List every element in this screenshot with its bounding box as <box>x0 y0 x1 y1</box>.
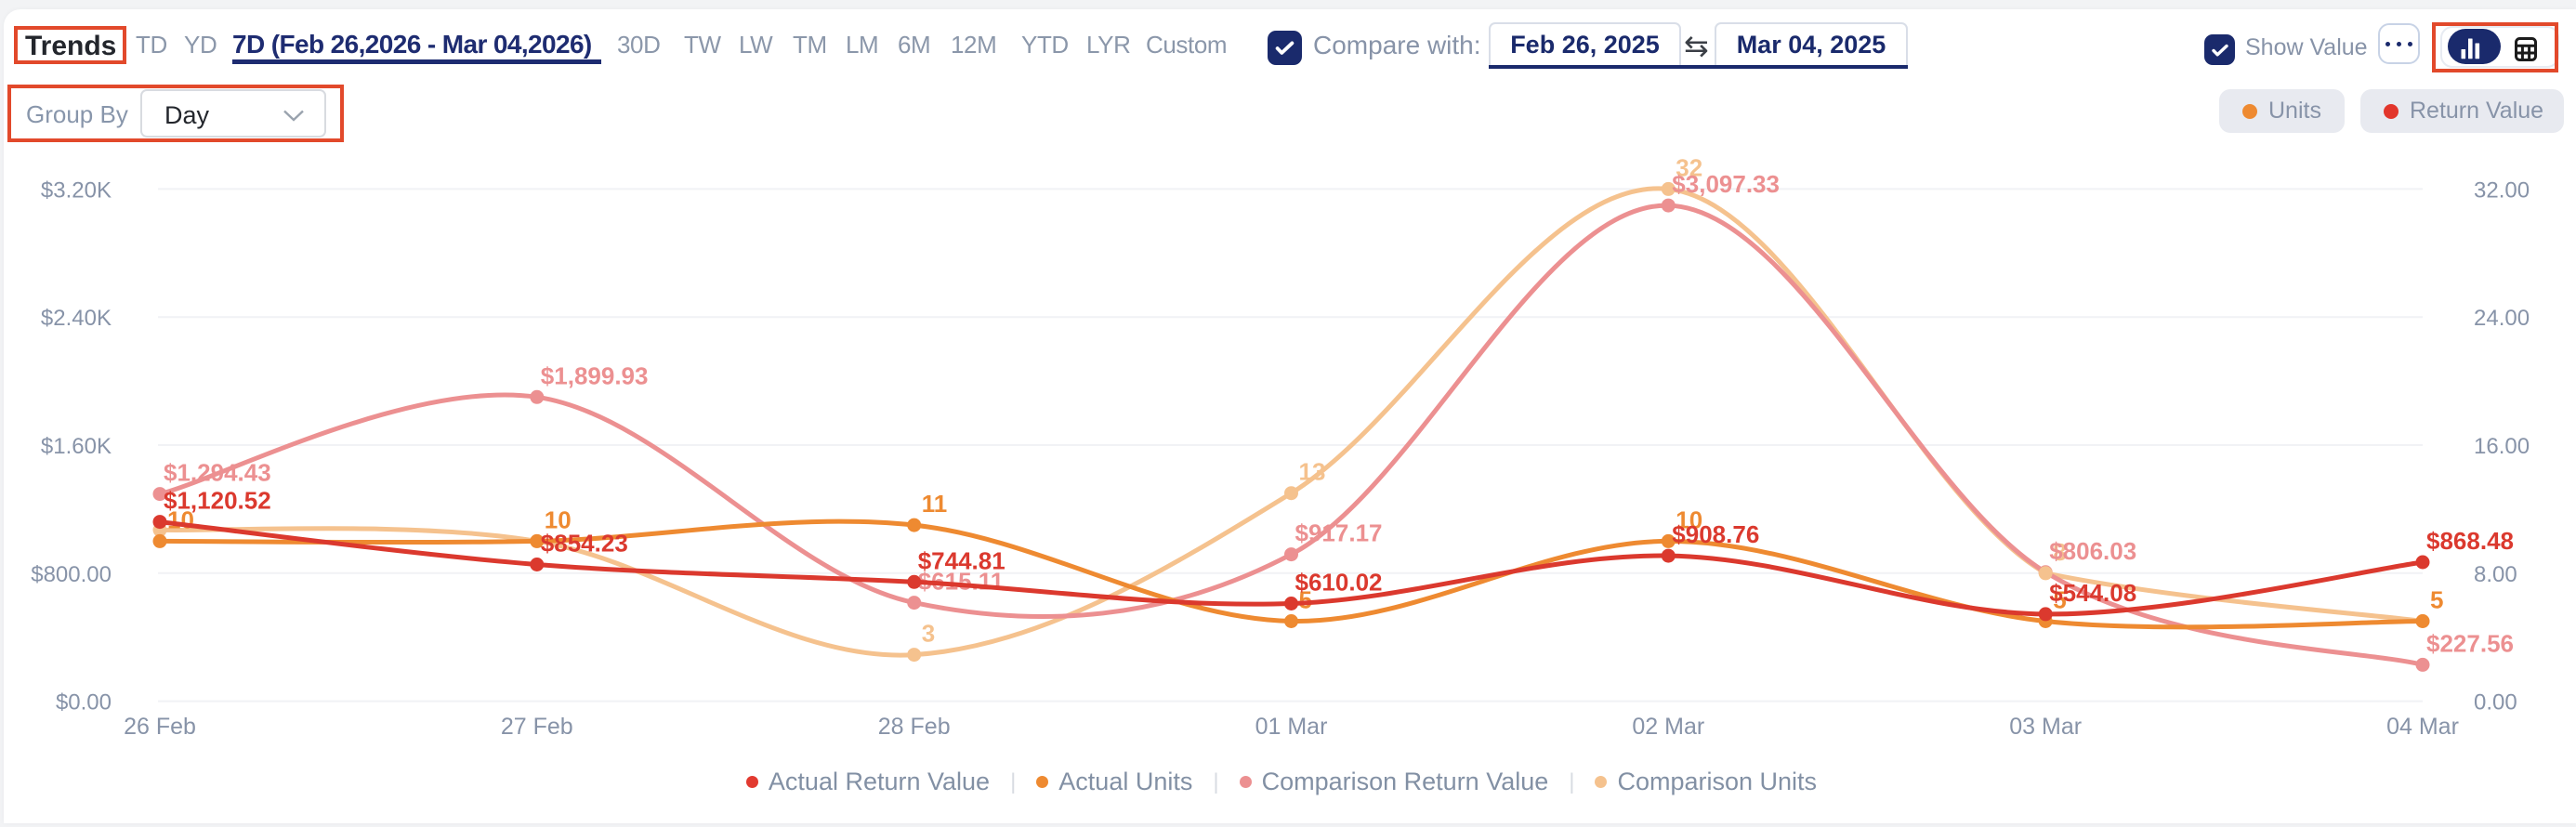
svg-text:$1,120.52: $1,120.52 <box>164 487 271 515</box>
svg-text:10: 10 <box>1676 505 1702 533</box>
svg-text:24.00: 24.00 <box>2474 306 2530 331</box>
svg-text:03 Mar: 03 Mar <box>2009 714 2082 740</box>
svg-text:28 Feb: 28 Feb <box>878 714 951 740</box>
svg-text:$3.20K: $3.20K <box>41 177 112 203</box>
svg-text:32: 32 <box>1676 153 1702 181</box>
svg-text:$1,294.43: $1,294.43 <box>164 459 271 487</box>
svg-text:13: 13 <box>1299 458 1326 486</box>
svg-text:$1.60K: $1.60K <box>41 434 112 459</box>
svg-text:0.00: 0.00 <box>2474 690 2517 715</box>
svg-text:02 Mar: 02 Mar <box>1632 714 1704 740</box>
svg-text:$854.23: $854.23 <box>541 530 628 558</box>
svg-text:$868.48: $868.48 <box>2426 527 2514 555</box>
svg-text:5: 5 <box>2053 586 2066 614</box>
svg-text:27 Feb: 27 Feb <box>501 714 573 740</box>
svg-text:$3,097.33: $3,097.33 <box>1672 170 1780 198</box>
svg-text:3: 3 <box>922 620 935 648</box>
svg-text:$744.81: $744.81 <box>918 546 1005 574</box>
svg-text:$544.08: $544.08 <box>2049 579 2136 607</box>
svg-text:26 Feb: 26 Feb <box>124 714 196 740</box>
svg-text:$908.76: $908.76 <box>1672 520 1759 548</box>
svg-text:$0.00: $0.00 <box>56 690 112 715</box>
svg-text:$610.02: $610.02 <box>1295 569 1383 597</box>
svg-text:$917.17: $917.17 <box>1295 519 1383 547</box>
svg-text:$800.00: $800.00 <box>31 562 112 587</box>
svg-text:8: 8 <box>2053 538 2066 566</box>
svg-text:5: 5 <box>1299 586 1312 614</box>
svg-text:10: 10 <box>167 505 194 533</box>
svg-text:$227.56: $227.56 <box>2426 629 2514 657</box>
svg-text:32.00: 32.00 <box>2474 177 2530 203</box>
svg-text:16.00: 16.00 <box>2474 434 2530 459</box>
svg-text:10: 10 <box>545 505 572 533</box>
svg-text:5: 5 <box>2430 586 2443 614</box>
svg-text:11: 11 <box>922 490 948 518</box>
svg-text:$1,899.93: $1,899.93 <box>541 361 649 389</box>
svg-text:8.00: 8.00 <box>2474 562 2517 587</box>
svg-text:01 Mar: 01 Mar <box>1255 714 1328 740</box>
svg-text:04 Mar: 04 Mar <box>2386 714 2459 740</box>
svg-text:$2.40K: $2.40K <box>41 306 112 331</box>
svg-text:$806.03: $806.03 <box>2049 537 2136 565</box>
